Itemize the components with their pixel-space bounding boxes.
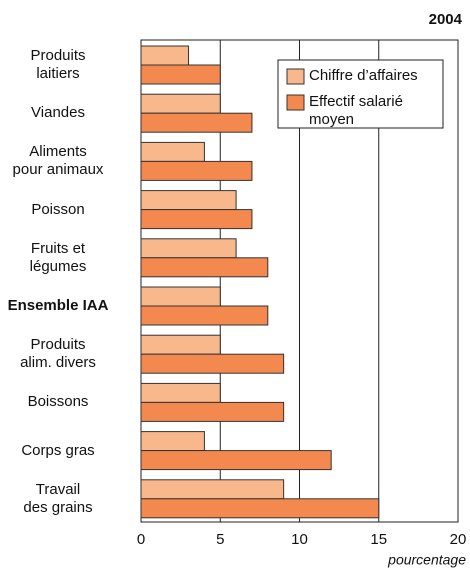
legend-label: Chiffre d’affaires (309, 67, 418, 84)
x-tick-label: 10 (291, 531, 308, 548)
legend-swatch (286, 68, 305, 85)
y-tick-label: Corps gras (21, 441, 95, 459)
bar (140, 64, 221, 85)
bar (140, 93, 221, 114)
bar (140, 498, 380, 519)
bar (140, 257, 269, 278)
y-tick-label: Aliments pour animaux (12, 143, 104, 179)
legend-label: Effectif salarié moyen (309, 93, 403, 128)
bar (140, 286, 221, 307)
bar (140, 334, 221, 355)
bar (140, 479, 285, 500)
bar (140, 353, 285, 374)
y-tick-label: Produits alim. divers (20, 336, 96, 372)
x-tick-label: 15 (370, 531, 387, 548)
bar (140, 209, 253, 230)
bar (140, 401, 285, 422)
bar (140, 112, 253, 133)
chart-title: 2004 (429, 11, 463, 28)
bar (140, 305, 269, 326)
bar (140, 160, 253, 181)
bar (140, 431, 205, 452)
bar (140, 190, 237, 211)
x-tick-label: 20 (450, 531, 467, 548)
bar (140, 238, 237, 259)
bar (140, 45, 190, 66)
x-axis-label: pourcentage (387, 552, 466, 568)
legend-swatch (286, 94, 305, 111)
y-tick-label: Ensemble IAA (7, 297, 109, 314)
bar (140, 450, 332, 471)
x-tick-label: 0 (137, 531, 145, 548)
bar (140, 141, 205, 162)
y-tick-label: Fruits et légumes (29, 239, 87, 275)
y-tick-label: Boissons (27, 393, 89, 411)
y-tick-label: Produits laitiers (30, 47, 86, 82)
x-tick-label: 5 (216, 531, 224, 548)
legend-box (277, 59, 444, 129)
y-tick-label: Travail des grains (23, 480, 93, 516)
y-tick-label: Poisson (31, 200, 85, 218)
y-tick-label: Viandes (31, 104, 85, 122)
bar (140, 382, 221, 403)
